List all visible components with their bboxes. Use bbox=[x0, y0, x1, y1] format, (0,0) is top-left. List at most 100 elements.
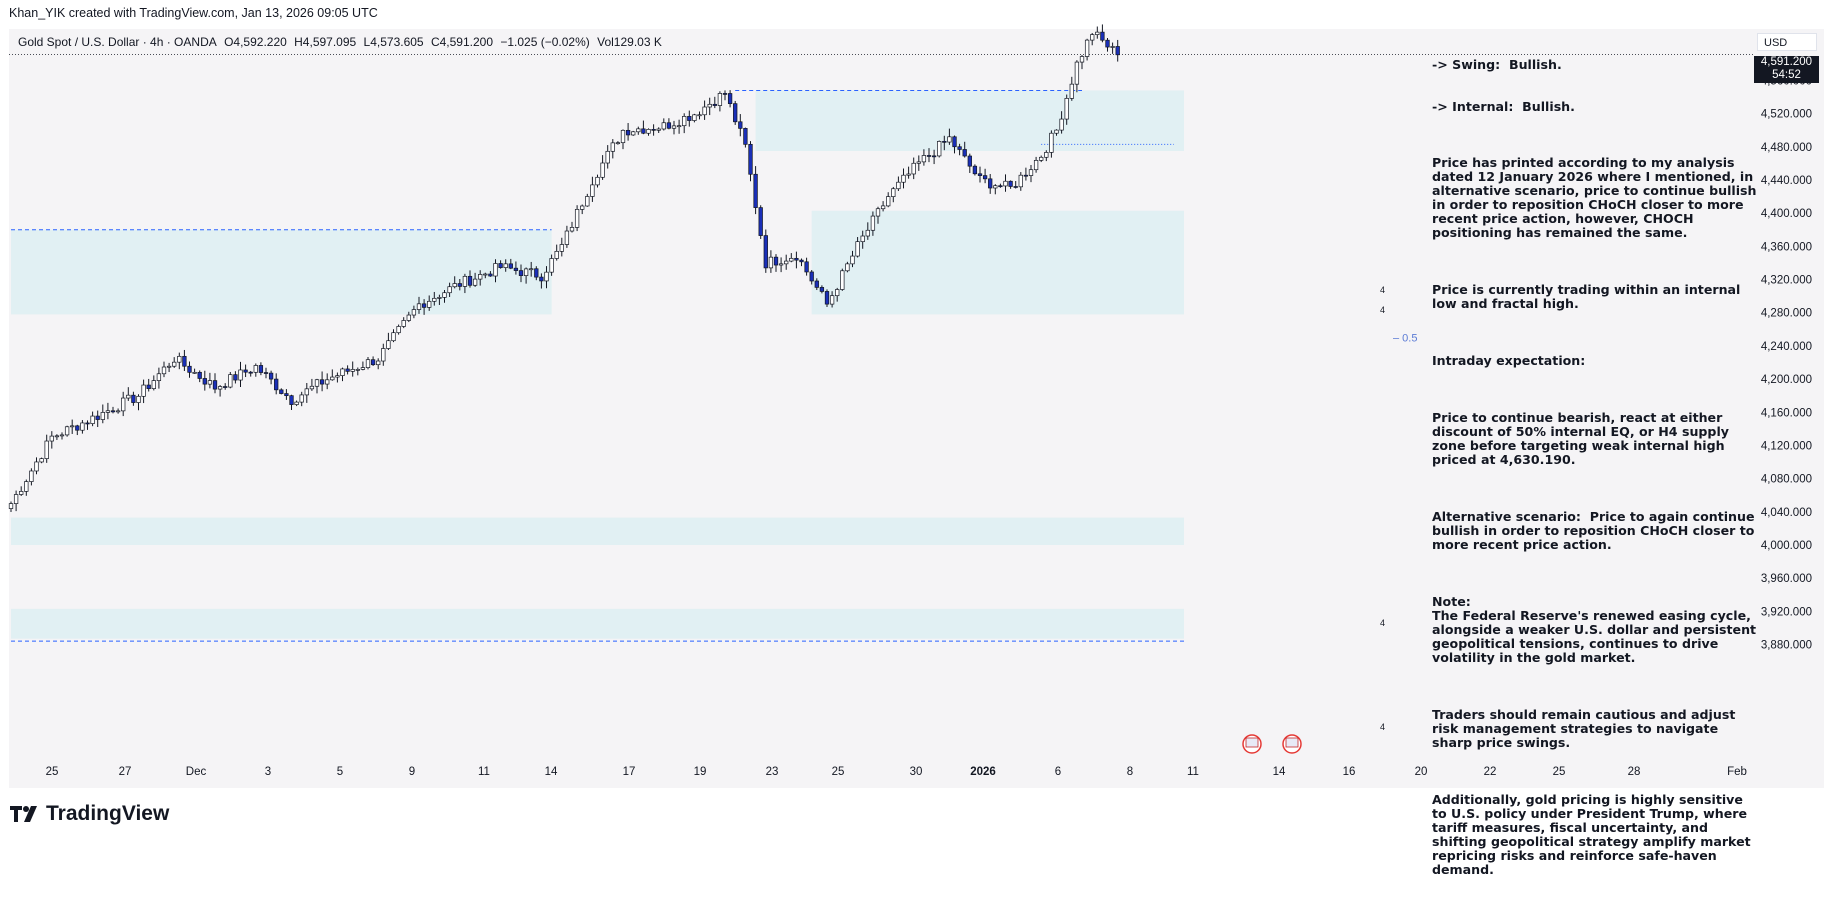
legend-change: −1.025 (−0.02%) bbox=[500, 35, 590, 49]
note-paragraph: Price to continue bearish, react at eith… bbox=[1432, 410, 1734, 467]
candle-body bbox=[294, 401, 299, 405]
candle-body bbox=[692, 114, 697, 121]
candle-body bbox=[993, 185, 998, 189]
candle-body bbox=[666, 122, 672, 129]
candle-body bbox=[279, 389, 284, 394]
current-price: 4,591.200 bbox=[1760, 56, 1813, 68]
candle-body bbox=[70, 425, 75, 428]
candle-body bbox=[529, 268, 534, 271]
candle-body bbox=[840, 270, 845, 290]
candle-body bbox=[263, 372, 269, 374]
price-tick-label: 4,320.000 bbox=[1761, 275, 1812, 287]
candle-body bbox=[1028, 169, 1034, 176]
candle-body bbox=[355, 369, 360, 371]
candle-body bbox=[350, 369, 355, 372]
candle-body bbox=[901, 174, 906, 183]
time-tick-label: 22 bbox=[1484, 766, 1497, 778]
candle-body bbox=[855, 241, 860, 257]
candle-body bbox=[370, 359, 376, 366]
candle-body bbox=[972, 165, 978, 175]
candle-body bbox=[228, 374, 233, 388]
zone-marker: 4 bbox=[1380, 305, 1385, 315]
candle-body bbox=[671, 125, 677, 129]
price-chart[interactable]: 4,560.0004,520.0004,480.0004,440.0004,40… bbox=[0, 0, 1835, 845]
candle-body bbox=[569, 227, 575, 232]
candle-body bbox=[615, 142, 621, 145]
candle-body bbox=[1069, 83, 1074, 99]
candle-body bbox=[702, 106, 707, 116]
legend-high: H4,597.095 bbox=[294, 35, 357, 49]
candle-body bbox=[651, 128, 656, 131]
candle-body bbox=[559, 244, 564, 252]
candle-body bbox=[319, 379, 325, 385]
candle-body bbox=[574, 209, 580, 228]
candle-body bbox=[947, 136, 952, 143]
candle-body bbox=[646, 128, 651, 134]
candle-body bbox=[141, 384, 146, 397]
candle-body bbox=[121, 397, 126, 412]
candle-body bbox=[401, 320, 406, 327]
candle-body bbox=[523, 268, 529, 276]
candle-body bbox=[835, 289, 840, 297]
candle-body bbox=[304, 388, 309, 396]
chart-area[interactable] bbox=[9, 29, 1824, 788]
candle-body bbox=[172, 361, 177, 367]
candle-body bbox=[54, 435, 60, 438]
candle-body bbox=[758, 207, 763, 236]
note-paragraph: Additionally, gold pricing is highly sen… bbox=[1432, 792, 1756, 877]
candle-body bbox=[59, 434, 65, 437]
zone-marker: 4 bbox=[1380, 618, 1385, 628]
candle-body bbox=[437, 297, 442, 299]
candle-body bbox=[687, 116, 692, 121]
tradingview-logo-icon bbox=[10, 806, 37, 822]
candle-body bbox=[85, 422, 90, 425]
candle-body bbox=[824, 291, 830, 305]
candle-body bbox=[1018, 174, 1023, 188]
candle-body bbox=[717, 93, 723, 106]
candle-body bbox=[743, 128, 748, 145]
candle-body bbox=[309, 385, 315, 390]
candle-body bbox=[289, 395, 294, 405]
candle-body bbox=[585, 196, 590, 207]
time-tick-label: 19 bbox=[694, 766, 707, 778]
candle-body bbox=[1095, 31, 1100, 36]
candle-body bbox=[13, 494, 19, 504]
price-tick-label: 3,960.000 bbox=[1761, 573, 1812, 585]
time-tick-label: 14 bbox=[1273, 766, 1286, 778]
candle-body bbox=[335, 375, 340, 378]
time-tick-label: 25 bbox=[46, 766, 59, 778]
current-price-badge: 4,591.200 54:52 bbox=[1754, 56, 1819, 83]
candle-body bbox=[676, 125, 682, 128]
candle-body bbox=[376, 360, 381, 366]
currency-selector[interactable]: USD bbox=[1757, 33, 1817, 51]
candle-body bbox=[34, 461, 39, 472]
candle-body bbox=[432, 297, 437, 302]
candle-body bbox=[865, 229, 870, 237]
candle-body bbox=[345, 368, 350, 372]
price-tick-label: 4,360.000 bbox=[1761, 241, 1812, 253]
candle-body bbox=[998, 185, 1003, 188]
candle-body bbox=[539, 276, 544, 282]
candle-body bbox=[544, 271, 549, 282]
candle-body bbox=[804, 261, 809, 273]
time-tick-label: 8 bbox=[1127, 766, 1133, 778]
candle-body bbox=[64, 426, 70, 436]
tradingview-logo[interactable]: TradingView bbox=[10, 802, 169, 826]
candle-body bbox=[396, 326, 401, 334]
candle-body bbox=[95, 415, 100, 420]
candle-body bbox=[1100, 31, 1105, 41]
candle-body bbox=[636, 128, 641, 133]
candle-body bbox=[880, 205, 886, 210]
candle-body bbox=[386, 340, 391, 349]
candle-body bbox=[217, 386, 223, 390]
demand-zone-low2 bbox=[11, 608, 1184, 639]
time-tick-label: Feb bbox=[1727, 766, 1747, 778]
time-tick-label: 2026 bbox=[970, 766, 996, 778]
bar-countdown: 54:52 bbox=[1772, 69, 1801, 81]
candle-body bbox=[100, 412, 105, 420]
candle-body bbox=[1079, 56, 1085, 63]
candle-body bbox=[330, 376, 335, 381]
time-tick-label: 6 bbox=[1055, 766, 1061, 778]
price-tick-label: 4,240.000 bbox=[1761, 341, 1812, 353]
candle-body bbox=[416, 303, 422, 310]
